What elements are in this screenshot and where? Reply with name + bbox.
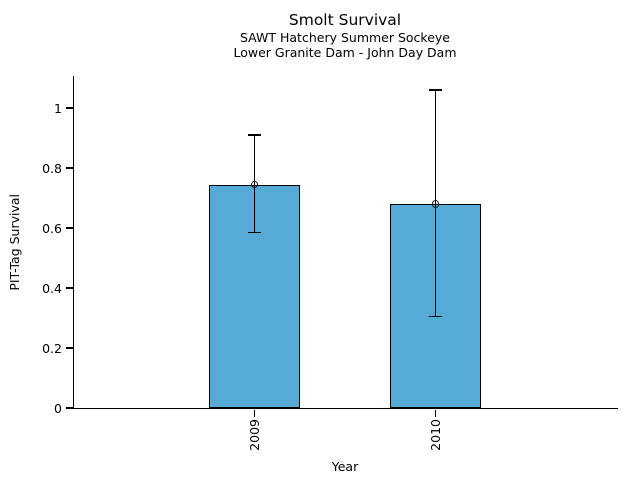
y-axis-tick bbox=[65, 227, 73, 229]
y-axis-tick-label: 0 bbox=[54, 400, 62, 416]
x-axis-tick-label: 2009 bbox=[246, 419, 262, 451]
y-axis-title-text: PIT-Tag Survival bbox=[6, 193, 22, 291]
x-axis-tick bbox=[434, 409, 437, 417]
y-axis-tick-label: 1 bbox=[54, 100, 62, 116]
y-axis-title: PIT-Tag Survival bbox=[5, 76, 23, 408]
y-axis-tick bbox=[65, 347, 73, 349]
chart-title: Smolt Survival bbox=[288, 11, 402, 29]
error-bar-cap-top bbox=[429, 89, 442, 91]
y-axis-tick-label: 0.4 bbox=[42, 280, 62, 296]
chart-header: Smolt Survival SAWT Hatchery Summer Sock… bbox=[73, 10, 617, 60]
y-axis-tick bbox=[65, 407, 73, 409]
y-axis-tick bbox=[65, 167, 73, 169]
y-axis-tick bbox=[65, 107, 73, 109]
chart-subtitle-line2: Lower Granite Dam - John Day Dam bbox=[233, 45, 457, 60]
y-axis-tick bbox=[65, 287, 73, 289]
y-axis-tick-label: 0.6 bbox=[42, 220, 62, 236]
point-marker bbox=[250, 180, 259, 189]
x-axis-tick-label: 2010 bbox=[427, 419, 443, 451]
error-bar-cap-top bbox=[248, 134, 261, 136]
chart-subtitle-line1: SAWT Hatchery Summer Sockeye bbox=[240, 30, 450, 45]
error-bar-cap-bottom bbox=[248, 231, 261, 234]
y-axis-tick-label: 0.8 bbox=[42, 160, 62, 176]
x-axis-tick bbox=[253, 409, 256, 417]
y-axis-tick-label: 0.2 bbox=[42, 340, 62, 356]
point-marker bbox=[431, 200, 440, 208]
plot-area: 0 0.2 0.4 0.6 0.8 1 2009 2010 bbox=[42, 76, 618, 451]
x-axis-title: Year bbox=[331, 459, 359, 474]
error-bar-cap-bottom bbox=[429, 315, 442, 318]
